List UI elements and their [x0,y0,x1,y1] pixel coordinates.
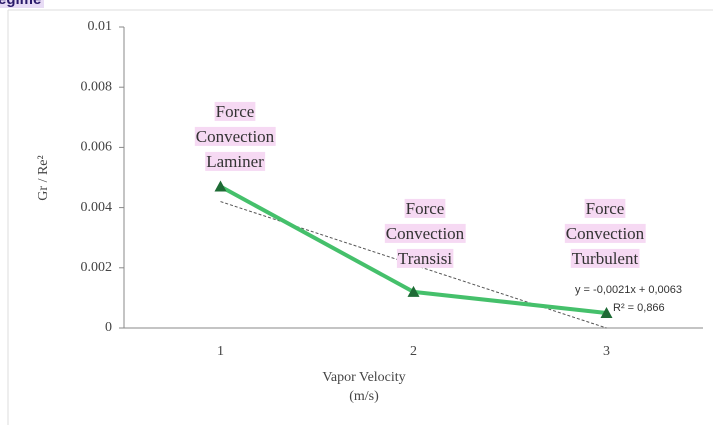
y-axis-title: Gr / Re² [36,155,51,200]
annotation-highlight [564,223,646,243]
trend-equation: y = -0,0021x + 0,0063 [575,284,682,296]
annotation-highlight [214,101,256,121]
marker [214,180,227,192]
page-title: egime [0,0,41,8]
x-tick-label: 3 [603,344,610,359]
y-tick-label: 0.01 [88,19,113,34]
annotation-text: Force [216,102,255,121]
annotation-highlight [205,151,266,171]
annotation-line: Transisi [396,248,454,268]
annotation-text: Convection [386,224,465,243]
annotation-highlight [194,126,276,146]
annotation-line: Turbulent [570,248,640,268]
annotation-highlight [396,248,454,268]
x-axis-title: (m/s) [349,389,379,404]
annotation-line: Convection [564,223,646,243]
annotation-text: Transisi [398,249,452,268]
marker [600,306,613,318]
annotation-text: Laminer [206,152,264,171]
x-tick-label: 1 [217,344,224,359]
marker [407,285,420,297]
x-tick-label: 2 [410,344,417,359]
y-tick-label: 0.006 [81,140,113,155]
annotation-text: Force [586,199,625,218]
annotation-line: Force [584,198,626,218]
annotation-highlight [404,198,446,218]
annotation-line: Force [404,198,446,218]
annotation-line: Convection [194,126,276,146]
annotation-highlight [384,223,466,243]
annotation-line: Force [214,101,256,121]
y-tick-label: 0.008 [81,79,113,94]
y-tick-label: 0.002 [81,260,113,275]
annotation-text: Convection [196,127,275,146]
annotation-highlight [570,248,640,268]
annotation-highlight [584,198,626,218]
y-tick-label: 0 [105,320,112,335]
annotation-text: Force [406,199,445,218]
trend-r2: R² = 0,866 [613,302,665,314]
annotation-line: Convection [384,223,466,243]
title-highlight [0,0,44,8]
y-tick-label: 0.004 [81,200,113,215]
annotation-text: Convection [566,224,645,243]
annotation-line: Laminer [205,151,266,171]
annotation-text: Turbulent [572,249,639,268]
x-axis-title: Vapor Velocity [322,370,405,385]
